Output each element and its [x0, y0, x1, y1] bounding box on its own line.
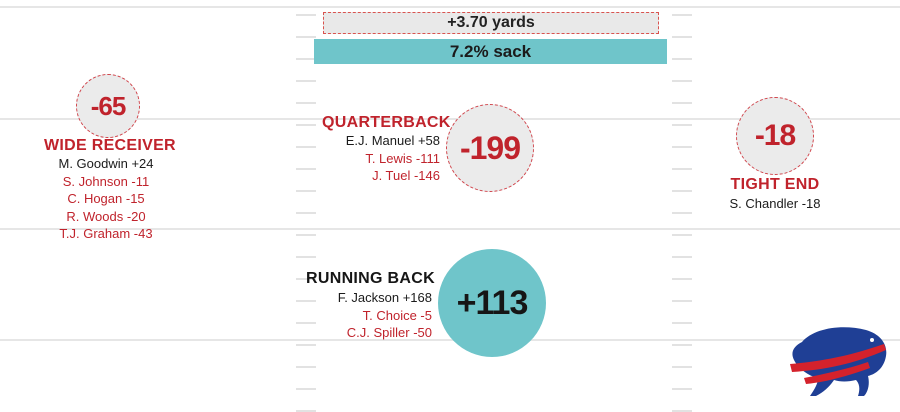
wide-receiver-player-list: M. Goodwin +24 S. Johnson -11 C. Hogan -15…	[36, 155, 176, 243]
hash-mark	[672, 80, 692, 82]
quarterback-title: QUARTERBACK	[322, 114, 451, 131]
hash-mark	[672, 102, 692, 104]
hash-mark	[296, 234, 316, 236]
hash-mark	[672, 124, 692, 126]
yard-line	[0, 339, 900, 341]
tight-end-title: TIGHT END	[730, 176, 820, 193]
quarterback-total-circle: -199	[446, 104, 534, 192]
hash-mark	[672, 36, 692, 38]
hash-mark	[296, 80, 316, 82]
hash-mark	[296, 146, 316, 148]
quarterback-player: J. Tuel -146	[372, 168, 440, 183]
hash-mark	[672, 212, 692, 214]
wide-receiver-player: T.J. Graham -43	[59, 226, 153, 241]
hash-mark	[296, 388, 316, 390]
running-back-total-circle: +113	[438, 249, 546, 357]
running-back-player: C.J. Spiller -50	[346, 325, 432, 340]
hash-mark	[672, 344, 692, 346]
wide-receiver-player: R. Woods -20	[66, 208, 146, 224]
hash-mark	[296, 36, 316, 38]
hash-mark	[672, 256, 692, 258]
hash-mark	[296, 366, 316, 368]
hash-mark	[296, 58, 316, 60]
wide-receiver-total-circle: -65	[76, 74, 140, 138]
hash-mark	[296, 256, 316, 258]
yard-line	[0, 6, 900, 8]
wide-receiver-player: M. Goodwin +24	[58, 156, 154, 171]
quarterback-player: E.J. Manuel +58	[345, 133, 440, 148]
bison-logo-icon	[790, 327, 887, 396]
wide-receiver-player: C. Hogan -15	[67, 191, 145, 206]
hash-mark	[296, 102, 316, 104]
wide-receiver-title: WIDE RECEIVER	[44, 137, 176, 154]
hash-mark	[672, 190, 692, 192]
hash-mark	[296, 168, 316, 170]
hash-mark	[296, 124, 316, 126]
hash-mark	[672, 58, 692, 60]
running-back-player: T. Choice -5	[362, 307, 432, 323]
yards-per-play-box: +3.70 yards	[323, 12, 659, 34]
tight-end-total-circle: -18	[736, 97, 814, 175]
running-back-title: RUNNING BACK	[306, 270, 435, 287]
hash-mark	[672, 278, 692, 280]
hash-mark	[672, 146, 692, 148]
hash-mark	[296, 322, 316, 324]
sack-rate-bar: 7.2% sack	[314, 39, 667, 64]
tight-end-player-list: S. Chandler -18	[705, 195, 845, 213]
hash-mark	[672, 234, 692, 236]
hash-mark	[672, 168, 692, 170]
quarterback-player-list: E.J. Manuel +58 T. Lewis -111 J. Tuel -146	[310, 132, 440, 185]
hash-mark	[296, 344, 316, 346]
running-back-player: F. Jackson +168	[337, 290, 432, 305]
yard-line	[0, 118, 900, 120]
hash-mark	[296, 278, 316, 280]
running-back-player-list: F. Jackson +168 T. Choice -5 C.J. Spiller …	[302, 289, 432, 342]
hash-mark	[296, 190, 316, 192]
quarterback-player: T. Lewis -111	[365, 150, 440, 166]
hash-mark	[672, 300, 692, 302]
hash-mark	[672, 366, 692, 368]
hash-mark	[296, 14, 316, 16]
hash-mark	[672, 322, 692, 324]
hash-mark	[296, 300, 316, 302]
tight-end-player: S. Chandler -18	[729, 196, 821, 211]
yard-line	[0, 228, 900, 230]
hash-mark	[296, 212, 316, 214]
wide-receiver-player: S. Johnson -11	[62, 173, 150, 189]
hash-mark	[672, 388, 692, 390]
hash-mark	[672, 14, 692, 16]
